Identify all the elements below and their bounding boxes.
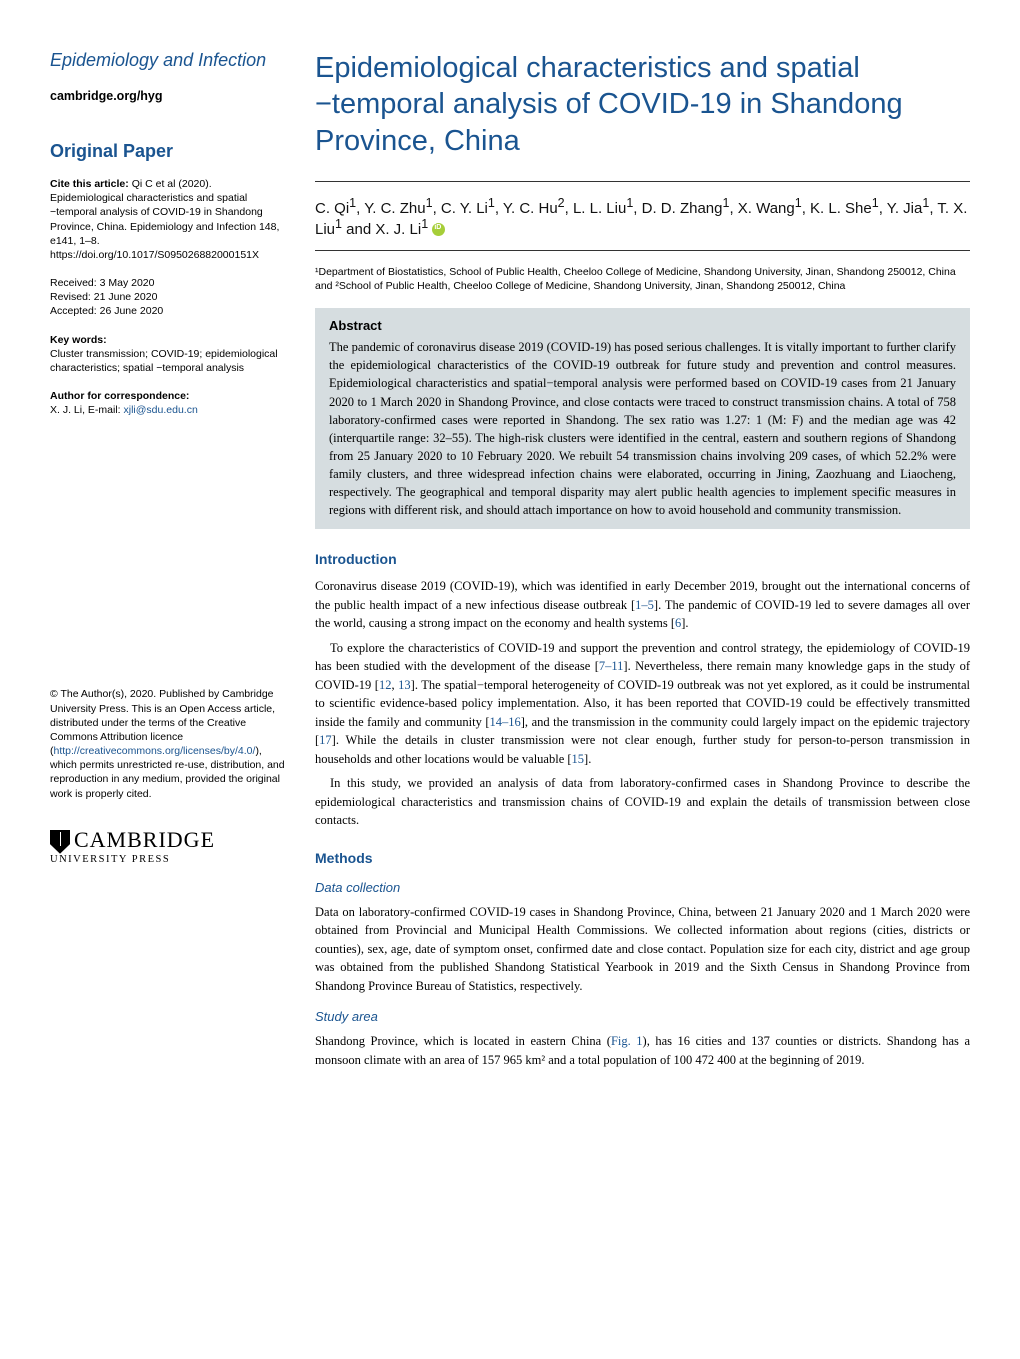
intro-paragraph-1: Coronavirus disease 2019 (COVID-19), whi… bbox=[315, 577, 970, 633]
dates-block: Received: 3 May 2020 Revised: 21 June 20… bbox=[50, 276, 285, 319]
intro-paragraph-3: In this study, we provided an analysis o… bbox=[315, 774, 970, 830]
affiliations: ¹Department of Biostatistics, School of … bbox=[315, 265, 970, 294]
authors-line: C. Qi1, Y. C. Zhu1, C. Y. Li1, Y. C. Hu2… bbox=[315, 196, 970, 238]
section-introduction: Introduction bbox=[315, 551, 970, 567]
sidebar: Epidemiology and Infection cambridge.org… bbox=[50, 50, 285, 1075]
journal-link[interactable]: cambridge.org/hyg bbox=[50, 89, 285, 103]
correspondence-block: Author for correspondence: X. J. Li, E-m… bbox=[50, 389, 285, 417]
license-url[interactable]: http://creativecommons.org/licenses/by/4… bbox=[54, 745, 256, 757]
title-rule bbox=[315, 181, 970, 182]
shield-icon bbox=[50, 830, 70, 854]
paper-type: Original Paper bbox=[50, 141, 285, 162]
date-received: Received: 3 May 2020 bbox=[50, 276, 285, 290]
abstract-text: The pandemic of coronavirus disease 2019… bbox=[329, 338, 956, 519]
citation-block: Cite this article: Qi C et al (2020). Ep… bbox=[50, 177, 285, 262]
correspondence-label: Author for correspondence: bbox=[50, 389, 285, 403]
correspondence-email[interactable]: xjli@sdu.edu.cn bbox=[124, 404, 198, 416]
data-collection-paragraph: Data on laboratory-confirmed COVID-19 ca… bbox=[315, 903, 970, 996]
publisher-logo: CAMBRIDGE bbox=[50, 827, 285, 854]
keywords-block: Key words: Cluster transmission; COVID-1… bbox=[50, 333, 285, 376]
subsection-study-area: Study area bbox=[315, 1009, 970, 1024]
main-content: Epidemiological characteristics and spat… bbox=[315, 50, 970, 1075]
authors-rule bbox=[315, 250, 970, 251]
publisher-sub: UNIVERSITY PRESS bbox=[50, 854, 285, 865]
cite-text: Qi C et al (2020). Epidemiological chara… bbox=[50, 178, 279, 261]
journal-name: Epidemiology and Infection bbox=[50, 50, 285, 71]
publisher-name: CAMBRIDGE bbox=[74, 827, 215, 852]
abstract-box: Abstract The pandemic of coronavirus dis… bbox=[315, 308, 970, 529]
orcid-icon[interactable] bbox=[432, 223, 445, 236]
cite-label: Cite this article: bbox=[50, 178, 129, 190]
keywords-text: Cluster transmission; COVID-19; epidemio… bbox=[50, 347, 285, 375]
article-title: Epidemiological characteristics and spat… bbox=[315, 50, 970, 159]
date-revised: Revised: 21 June 2020 bbox=[50, 290, 285, 304]
authors-text: C. Qi1, Y. C. Zhu1, C. Y. Li1, Y. C. Hu2… bbox=[315, 200, 967, 238]
study-area-paragraph: Shandong Province, which is located in e… bbox=[315, 1032, 970, 1069]
section-methods: Methods bbox=[315, 850, 970, 866]
abstract-label: Abstract bbox=[329, 318, 956, 333]
keywords-label: Key words: bbox=[50, 333, 285, 347]
correspondence-name: X. J. Li, E-mail: bbox=[50, 404, 124, 416]
intro-paragraph-2: To explore the characteristics of COVID-… bbox=[315, 639, 970, 769]
license-block: © The Author(s), 2020. Published by Camb… bbox=[50, 687, 285, 800]
subsection-data-collection: Data collection bbox=[315, 880, 970, 895]
date-accepted: Accepted: 26 June 2020 bbox=[50, 304, 285, 318]
